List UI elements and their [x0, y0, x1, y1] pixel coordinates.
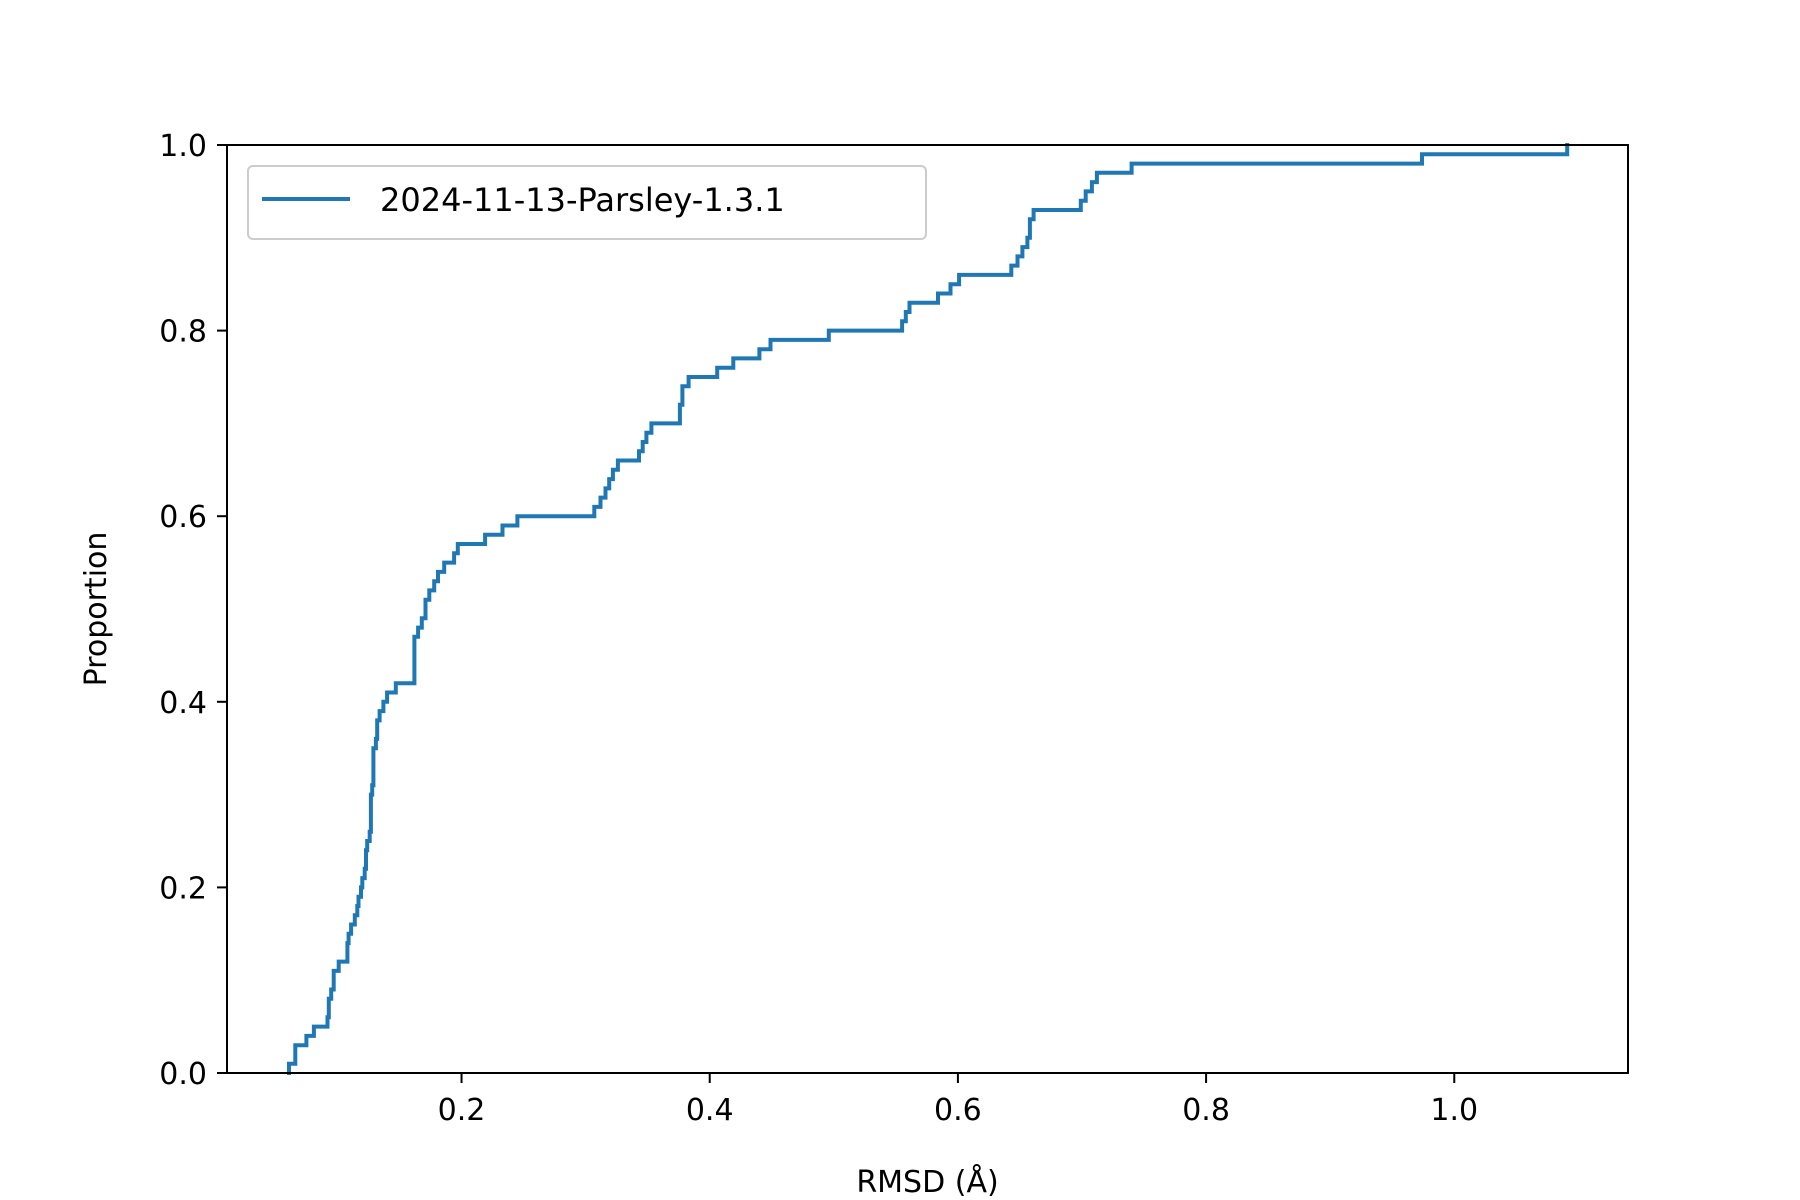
y-tick-label: 0.2 — [159, 871, 207, 906]
x-axis-label: RMSD (Å) — [856, 1164, 998, 1200]
y-tick-label: 1.0 — [159, 129, 207, 164]
legend-box — [247, 165, 927, 240]
y-tick-label: 0.6 — [159, 500, 207, 535]
series-line-0 — [287, 143, 1570, 1075]
x-axis: 0.2 0.4 0.6 0.8 1.0 — [438, 1073, 1478, 1128]
x-tick-label: 0.6 — [934, 1093, 982, 1128]
x-tick-label: 1.0 — [1430, 1093, 1478, 1128]
plot-area — [226, 143, 1629, 1075]
legend-entry-label: 2024-11-13-Parsley-1.3.1 — [380, 181, 785, 219]
x-tick-label: 0.2 — [438, 1093, 486, 1128]
y-axis: 0.0 0.2 0.4 0.6 0.8 1.0 — [159, 129, 227, 1092]
y-axis-label: Proportion — [79, 532, 114, 687]
y-tick-label: 0.0 — [159, 1057, 207, 1092]
y-tick-label: 0.4 — [159, 686, 207, 721]
axes-frame — [226, 144, 1629, 1074]
legend: 2024-11-13-Parsley-1.3.1 — [247, 165, 927, 240]
x-tick-label: 0.8 — [1182, 1093, 1230, 1128]
x-tick-label: 0.4 — [686, 1093, 734, 1128]
y-tick-label: 0.8 — [159, 315, 207, 350]
